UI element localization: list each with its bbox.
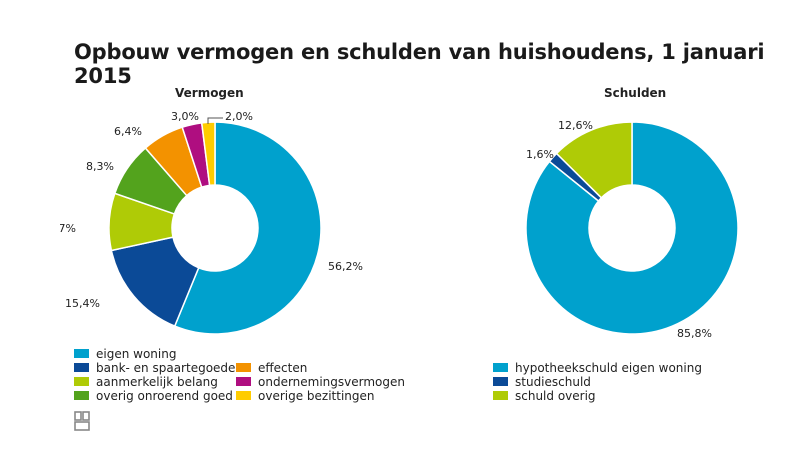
donut-slice-schuld-overig	[555, 121, 633, 199]
data-label: 6,4%	[114, 125, 142, 138]
legend-label: bank- en spaartegoeden	[96, 361, 244, 375]
donut-slice-hypotheekschuld-eigen-woning	[525, 121, 739, 335]
legend-label: eigen woning	[96, 347, 177, 361]
data-label: 8,3%	[86, 160, 114, 173]
legend-item-hypotheekschuld: hypotheekschuld eigen woning	[493, 361, 702, 375]
data-label: 56,2%	[328, 260, 363, 273]
legend-item-aanmerkelijk-belang: aanmerkelijk belang	[74, 375, 218, 389]
donut-slice-eigen-woning	[173, 121, 322, 335]
chart-title-schulden: Schulden	[604, 86, 667, 100]
legend-item-overige-bezittingen: overige bezittingen	[236, 389, 375, 403]
legend-swatch	[74, 377, 89, 386]
legend-label: studieschuld	[515, 375, 591, 389]
legend-swatch	[236, 377, 251, 386]
donut-chart-schulden: 85,8% 1,6% 12,6%	[525, 119, 739, 340]
page-title: Opbouw vermogen en schulden van huishoud…	[74, 40, 765, 88]
donut-slice-overige-bezittingen	[200, 121, 216, 187]
legend-label: schuld overig	[515, 389, 596, 403]
legend-swatch	[236, 391, 251, 400]
legend-swatch	[493, 391, 508, 400]
legend-label: overige bezittingen	[258, 389, 375, 403]
chart-title-vermogen: Vermogen	[175, 86, 244, 100]
legend-swatch	[74, 349, 89, 358]
legend-swatch	[74, 363, 89, 372]
legend-label: effecten	[258, 361, 308, 375]
label-leader-line	[207, 117, 223, 124]
data-label: 12,6%	[558, 119, 593, 132]
legend-item-effecten: effecten	[236, 361, 307, 375]
legend-swatch	[493, 363, 508, 372]
legend-label: hypotheekschuld eigen woning	[515, 361, 702, 375]
donut-chart-vermogen: 56,2% 15,4% 8,7% 8,3% 6,4% 3,0% 2,0%	[60, 110, 363, 335]
legend-item-studieschuld: studieschuld	[493, 375, 591, 389]
legend-swatch	[236, 363, 251, 372]
legend-swatch	[493, 377, 508, 386]
data-label: 15,4%	[65, 297, 100, 310]
legend-item-ondernemingsvermogen: ondernemingsvermogen	[236, 375, 405, 389]
data-label: 3,0%	[171, 110, 199, 123]
legend-item-overig-onroerend-goed: overig onroerend goed	[74, 389, 233, 403]
data-label: 8,7%	[60, 222, 76, 235]
legend-label: overig onroerend goed	[96, 389, 233, 403]
legend-swatch	[74, 391, 89, 400]
legend-item-bank-spaartegoeden: bank- en spaartegoeden	[74, 361, 243, 375]
data-label: 85,8%	[677, 327, 712, 340]
cbs-logo-icon	[74, 411, 90, 431]
legend-label: aanmerkelijk belang	[96, 375, 218, 389]
data-label: 1,6%	[526, 148, 554, 161]
data-label: 2,0%	[225, 110, 253, 123]
legend-item-eigen-woning: eigen woning	[74, 347, 176, 361]
legend-item-schuld-overig: schuld overig	[493, 389, 596, 403]
legend-label: ondernemingsvermogen	[258, 375, 405, 389]
